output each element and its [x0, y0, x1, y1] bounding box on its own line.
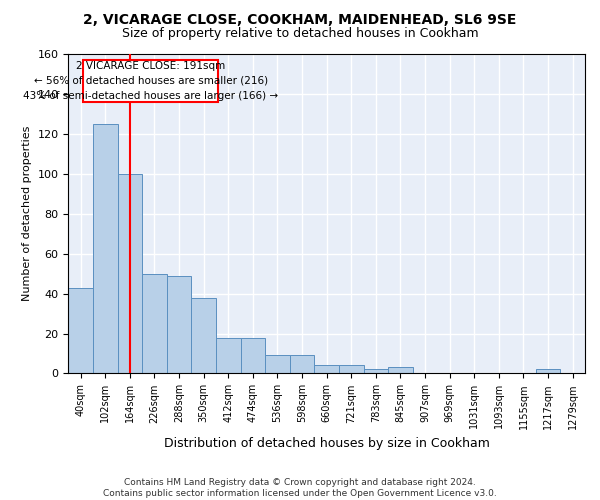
Bar — [241, 338, 265, 374]
Text: 2 VICARAGE CLOSE: 191sqm
← 56% of detached houses are smaller (216)
43% of semi-: 2 VICARAGE CLOSE: 191sqm ← 56% of detach… — [23, 61, 278, 100]
Bar — [265, 356, 290, 374]
Bar — [142, 274, 167, 374]
Bar — [167, 276, 191, 374]
Text: 2, VICARAGE CLOSE, COOKHAM, MAIDENHEAD, SL6 9SE: 2, VICARAGE CLOSE, COOKHAM, MAIDENHEAD, … — [83, 12, 517, 26]
Bar — [314, 366, 339, 374]
Bar — [364, 370, 388, 374]
Y-axis label: Number of detached properties: Number of detached properties — [22, 126, 32, 302]
Text: Contains HM Land Registry data © Crown copyright and database right 2024.
Contai: Contains HM Land Registry data © Crown c… — [103, 478, 497, 498]
FancyBboxPatch shape — [83, 60, 218, 102]
Text: Size of property relative to detached houses in Cookham: Size of property relative to detached ho… — [122, 28, 478, 40]
X-axis label: Distribution of detached houses by size in Cookham: Distribution of detached houses by size … — [164, 437, 490, 450]
Bar — [93, 124, 118, 374]
Bar — [290, 356, 314, 374]
Bar — [216, 338, 241, 374]
Bar — [191, 298, 216, 374]
Bar — [118, 174, 142, 374]
Bar — [68, 288, 93, 374]
Bar — [339, 366, 364, 374]
Bar — [536, 370, 560, 374]
Bar — [388, 368, 413, 374]
